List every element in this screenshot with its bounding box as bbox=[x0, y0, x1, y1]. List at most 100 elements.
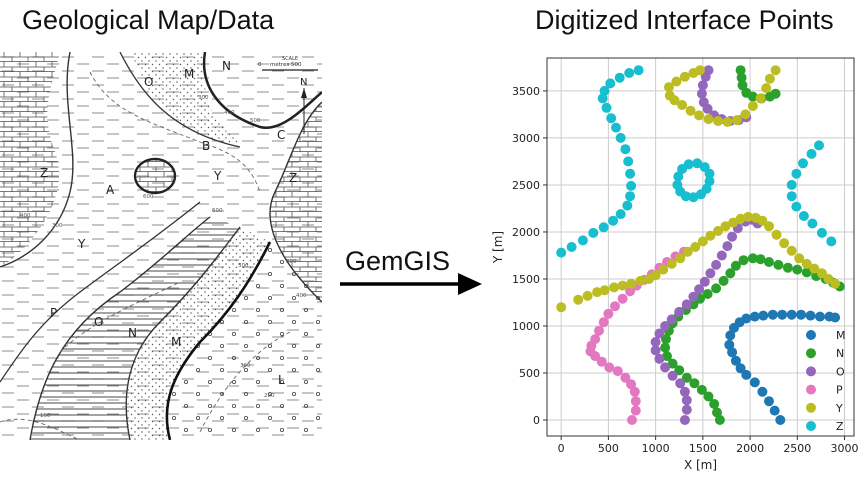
data-point-p bbox=[604, 362, 615, 373]
data-point-o bbox=[696, 88, 707, 99]
data-point-o bbox=[697, 80, 708, 91]
map-unit-label: O bbox=[94, 315, 103, 329]
data-point-p bbox=[630, 405, 641, 416]
data-point-m bbox=[830, 312, 841, 323]
data-point-z bbox=[806, 148, 817, 159]
data-point-p bbox=[610, 301, 620, 312]
data-point-y bbox=[713, 116, 723, 126]
map-unit-label: O bbox=[144, 75, 153, 89]
data-point-n bbox=[773, 259, 784, 270]
map-scale-label-top: SCALE bbox=[282, 56, 298, 62]
data-point-n bbox=[714, 415, 725, 425]
plot-frame bbox=[546, 57, 855, 437]
data-point-y bbox=[599, 285, 610, 296]
data-point-n bbox=[747, 253, 758, 264]
data-point-z bbox=[577, 235, 588, 246]
data-point-y bbox=[609, 282, 620, 293]
data-point-o bbox=[716, 250, 727, 261]
data-point-o bbox=[711, 259, 722, 270]
legend-marker bbox=[806, 421, 816, 431]
data-point-o bbox=[679, 415, 690, 425]
data-point-y bbox=[682, 246, 693, 257]
x-tick-label: 1500 bbox=[689, 442, 717, 455]
data-point-y bbox=[757, 215, 768, 226]
legend-marker bbox=[806, 348, 816, 359]
map-unit-label: C bbox=[277, 128, 285, 142]
x-tick-label: 1000 bbox=[642, 442, 670, 455]
data-point-o bbox=[688, 291, 699, 302]
data-point-m bbox=[749, 311, 760, 322]
x-tick-label: 2000 bbox=[736, 442, 764, 455]
data-point-y bbox=[688, 68, 699, 78]
data-point-y bbox=[801, 258, 812, 269]
data-point-y bbox=[720, 221, 731, 232]
map-unit-label: N bbox=[222, 59, 231, 73]
data-point-z bbox=[680, 191, 691, 202]
map-unit-label: B bbox=[202, 139, 210, 153]
data-point-y bbox=[685, 105, 696, 116]
legend-label: Z bbox=[836, 420, 844, 433]
data-point-n bbox=[674, 365, 685, 376]
data-point-z bbox=[791, 201, 802, 212]
data-point-o bbox=[654, 353, 665, 364]
data-point-z bbox=[798, 158, 808, 169]
data-point-m bbox=[805, 310, 816, 321]
map-scale-label-bottom: metres 500 bbox=[270, 62, 302, 68]
data-point-z bbox=[798, 211, 809, 221]
data-point-y bbox=[705, 230, 716, 241]
data-point-y bbox=[556, 302, 567, 313]
map-contour-label: 300 bbox=[240, 363, 251, 369]
data-point-n bbox=[735, 65, 746, 76]
data-point-z bbox=[623, 156, 634, 167]
data-point-z bbox=[608, 215, 619, 226]
data-point-y bbox=[771, 229, 782, 240]
data-point-z bbox=[606, 113, 617, 124]
legend-marker bbox=[806, 330, 816, 340]
data-point-o bbox=[694, 284, 705, 295]
data-point-z bbox=[597, 93, 608, 104]
data-point-y bbox=[669, 95, 680, 106]
data-point-y bbox=[617, 280, 628, 291]
map-unit-label: Y bbox=[77, 237, 86, 251]
map-unit-label: M bbox=[171, 335, 181, 349]
data-point-p bbox=[598, 317, 609, 328]
map-contour-label: 200 bbox=[286, 259, 297, 265]
data-point-n bbox=[747, 91, 758, 102]
data-point-m bbox=[730, 355, 741, 366]
data-point-p bbox=[594, 325, 604, 336]
data-point-z bbox=[611, 122, 621, 133]
data-point-y bbox=[731, 115, 742, 126]
data-point-n bbox=[696, 384, 707, 395]
map-contour-label: 400 bbox=[20, 213, 31, 219]
map-unit-label: L bbox=[278, 373, 285, 387]
data-point-n bbox=[712, 407, 722, 418]
map-contour-label: 300 bbox=[198, 95, 209, 101]
data-point-z bbox=[807, 218, 818, 229]
y-tick-label: 1000 bbox=[512, 320, 540, 333]
map-contour-label: 500 bbox=[250, 118, 261, 124]
data-point-z bbox=[624, 68, 635, 78]
data-point-o bbox=[727, 231, 738, 242]
data-point-o bbox=[699, 276, 710, 287]
map-unit-label: N bbox=[128, 326, 137, 340]
data-point-m bbox=[741, 313, 752, 324]
data-point-o bbox=[660, 362, 671, 373]
data-point-o bbox=[681, 395, 692, 406]
y-tick-label: 1500 bbox=[512, 273, 540, 286]
data-point-p bbox=[627, 415, 637, 425]
data-point-n bbox=[770, 88, 781, 99]
data-point-m bbox=[815, 311, 825, 322]
map-contour-label: 200 bbox=[264, 393, 275, 399]
data-point-m bbox=[757, 386, 768, 397]
data-point-n bbox=[738, 255, 749, 266]
map-contour-label: 600 bbox=[143, 194, 154, 200]
map-unit-label: A bbox=[106, 183, 115, 197]
data-point-n bbox=[736, 72, 747, 83]
y-tick-label: 2000 bbox=[512, 226, 540, 239]
map-panel-title: Geological Map/Data bbox=[22, 5, 275, 35]
data-point-y bbox=[722, 116, 733, 127]
y-tick-label: 0 bbox=[533, 414, 540, 427]
legend-label: Y bbox=[835, 402, 843, 415]
map-unit-label: P bbox=[50, 306, 57, 320]
data-point-p bbox=[620, 372, 631, 383]
